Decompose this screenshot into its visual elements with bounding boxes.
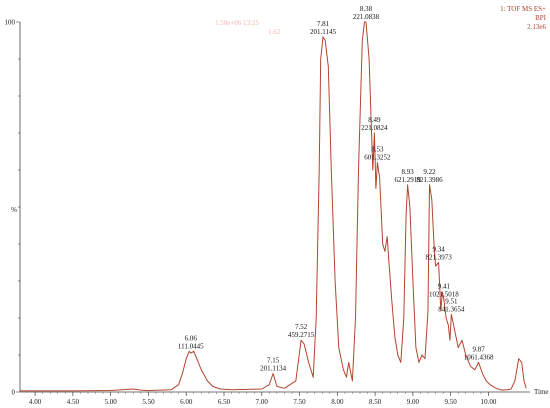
y-tick-label-0: 0 bbox=[12, 389, 16, 397]
faint-label-right: 1.62 bbox=[268, 28, 281, 36]
peak-label-mz-7: 621.2919 bbox=[394, 176, 421, 184]
x-tick-label-3: 5.50 bbox=[142, 398, 155, 406]
y-axis-label: % bbox=[11, 206, 17, 214]
peak-label-time-5: 8.49 bbox=[368, 116, 381, 124]
axes bbox=[19, 22, 530, 393]
peak-label-time-2: 7.52 bbox=[295, 323, 308, 331]
peak-label-time-1: 7.15 bbox=[267, 357, 280, 365]
series-line-0 bbox=[20, 21, 527, 392]
peak-label-mz-2: 459.2715 bbox=[288, 331, 315, 339]
x-tick-label-2: 5.00 bbox=[105, 398, 118, 406]
peak-label-mz-10: 1021.5018 bbox=[429, 291, 459, 299]
peak-label-mz-11: 841.3654 bbox=[438, 305, 465, 313]
peak-label-mz-6: 601.3252 bbox=[364, 154, 391, 162]
peak-label-mz-3: 201.1145 bbox=[310, 28, 336, 36]
x-tick-label-4: 6.00 bbox=[180, 398, 193, 406]
x-tick-label-5: 6.50 bbox=[218, 398, 231, 406]
x-tick-label-11: 9.50 bbox=[445, 398, 458, 406]
header-line3: 2.13e6 bbox=[527, 23, 546, 31]
peak-label-mz-4: 221.0838 bbox=[353, 13, 380, 21]
x-tick-label-8: 8.00 bbox=[331, 398, 344, 406]
header-line2: BPI bbox=[535, 14, 547, 22]
peak-label-time-0: 6.06 bbox=[185, 334, 198, 342]
peak-label-time-8: 9.22 bbox=[423, 168, 436, 176]
peak-label-time-3: 7.81 bbox=[317, 20, 330, 28]
peak-label-mz-5: 221.0824 bbox=[361, 124, 388, 132]
x-tick-label-10: 9.00 bbox=[407, 398, 420, 406]
peak-label-time-11: 9.51 bbox=[445, 297, 458, 305]
x-tick-label-6: 7.00 bbox=[256, 398, 269, 406]
peak-label-time-12: 9.87 bbox=[472, 345, 485, 353]
header-line1: 1: TOF MS ES+ bbox=[500, 5, 546, 13]
peak-label-time-7: 8.93 bbox=[401, 168, 414, 176]
x-ticks: 4.00 4.50 5.00 5.50 6.00 6.50 7.00 7.50 8.00 8.50… bbox=[29, 392, 497, 406]
y-tick-label-1: 100 bbox=[5, 19, 16, 27]
peak-label-time-9: 9.34 bbox=[432, 246, 445, 254]
peak-label-mz-9: 821.3973 bbox=[425, 254, 452, 262]
plot-area bbox=[20, 21, 527, 392]
peak-label-time-10: 9.41 bbox=[438, 283, 451, 291]
peak-label-mz-0: 111.0445 bbox=[178, 342, 204, 350]
y-ticks: 0 100 bbox=[5, 19, 20, 397]
x-tick-label-9: 8.50 bbox=[369, 398, 382, 406]
peak-label-time-6: 8.53 bbox=[371, 146, 384, 154]
x-tick-label-12: 10.00 bbox=[481, 398, 497, 406]
x-tick-label-1: 4.50 bbox=[67, 398, 80, 406]
peak-label-time-4: 8.38 bbox=[360, 5, 373, 13]
peak-label-mz-8: 821.3986 bbox=[416, 176, 443, 184]
x-tick-label-7: 7.50 bbox=[293, 398, 306, 406]
header-block: 1: TOF MS ES+ BPI 2.13e6 bbox=[500, 5, 547, 31]
peak-label-mz-1: 201.1134 bbox=[260, 365, 286, 373]
faint-labels: 1.50e+06 13:25 1.62 bbox=[215, 19, 281, 36]
faint-label-left: 1.50e+06 13:25 bbox=[215, 19, 259, 27]
peak-label-mz-12: 1061.4368 bbox=[464, 353, 494, 361]
x-axis-label: Time bbox=[534, 388, 549, 396]
x-tick-label-0: 4.00 bbox=[29, 398, 42, 406]
